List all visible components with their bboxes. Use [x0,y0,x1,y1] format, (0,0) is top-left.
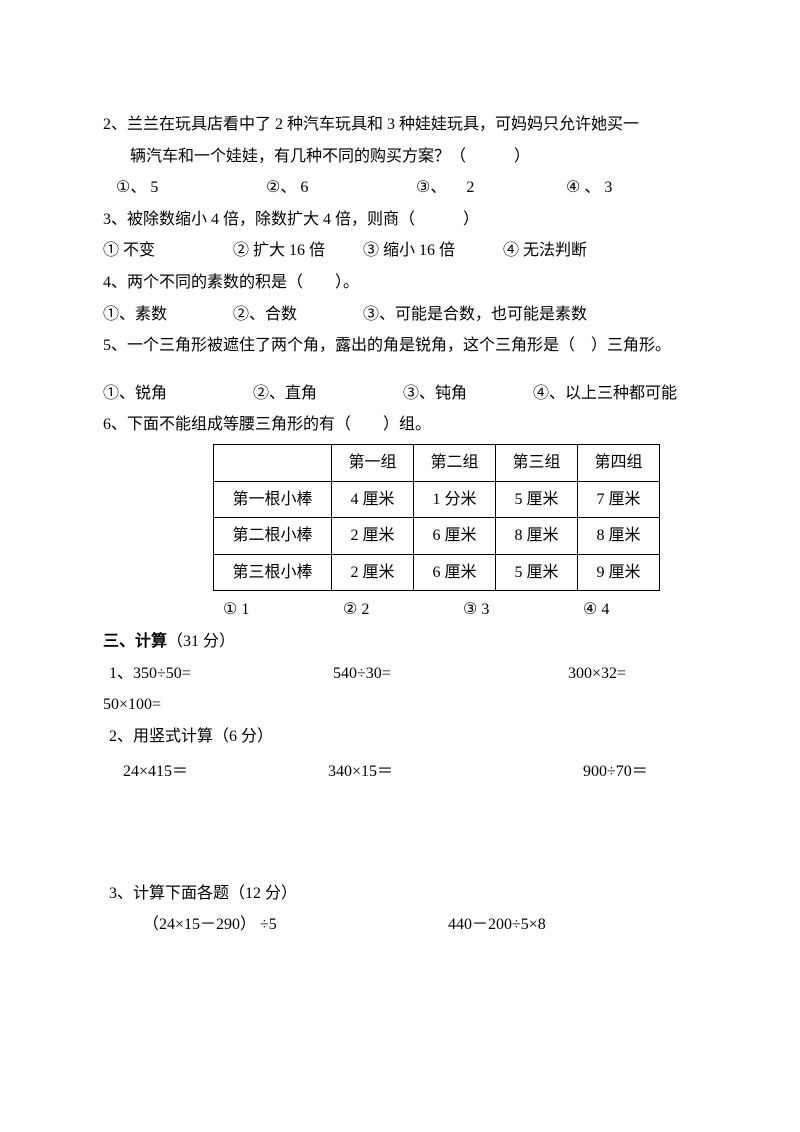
q3-text: 3、被除数缩小 4 倍，除数扩大 4 倍，则商（ ） [103,205,697,235]
q4-text: 4、两个不同的素数的积是（ ）。 [103,268,697,298]
table-header-0 [214,444,332,481]
q5-opt-3: ③、钝角 [403,379,533,409]
table-row: 第三根小棒 2 厘米 6 厘米 5 厘米 9 厘米 [214,554,660,591]
q5-options: ①、锐角 ②、直角 ③、钝角 ④、以上三种都可能 [103,379,697,409]
q6-options: ① 1 ② 2 ③ 3 ④ 4 [103,595,697,625]
table-cell: 6 厘米 [414,518,496,555]
table-header-2: 第二组 [414,444,496,481]
q4-opt-1: ①、素数 [103,300,233,330]
q2-opt-1: ①、 5 [116,173,266,203]
table-cell: 4 厘米 [332,481,414,518]
calc3-row: （24×15－290） ÷5 440－200÷5×8 [103,910,697,940]
section-3-title-bold: 三、计算 [103,633,167,650]
calc1-d: 50×100= [103,690,697,720]
table-cell: 第一根小棒 [214,481,332,518]
q3-options: ① 不变 ② 扩大 16 倍 ③ 缩小 16 倍 ④ 无法判断 [103,236,697,266]
q2-opt-2: ②、 6 [266,173,416,203]
table-cell: 7 厘米 [578,481,660,518]
table-row: 第一根小棒 4 厘米 1 分米 5 厘米 7 厘米 [214,481,660,518]
q5-opt-1: ①、锐角 [103,379,253,409]
q5-text: 5、一个三角形被遮住了两个角，露出的角是锐角，这个三角形是（ ）三角形。 [103,331,697,361]
calc2-a: 24×415＝ [103,757,328,787]
q6-opt-2: ② 2 [343,595,463,625]
q5-opt-2: ②、直角 [253,379,403,409]
calc2-b: 340×15＝ [328,757,583,787]
calc1-c: 300×32= [568,659,697,689]
table-cell: 5 厘米 [496,554,578,591]
q2-opt-3: ③、 2 [416,173,566,203]
table-cell: 1 分米 [414,481,496,518]
q6-text: 6、下面不能组成等腰三角形的有（ ）组。 [103,410,697,440]
q3-opt-3: ③ 缩小 16 倍 [363,236,503,266]
q6-opt-1: ① 1 [223,595,343,625]
calc1-b: 540÷30= [333,659,568,689]
table-cell: 8 厘米 [496,518,578,555]
table-cell: 6 厘米 [414,554,496,591]
q3-opt-1: ① 不变 [103,236,233,266]
spacer [103,363,697,377]
section-3-title: 三、计算（31 分） [103,627,697,657]
table-header-3: 第三组 [496,444,578,481]
table-header-row: 第一组 第二组 第三组 第四组 [214,444,660,481]
q4-opt-3: ③、可能是合数，也可能是素数 [363,300,697,330]
calc1-row1: 1、350÷50= 540÷30= 300×32= [103,659,697,689]
table-cell: 第二根小棒 [214,518,332,555]
table-cell: 2 厘米 [332,554,414,591]
spacer [103,789,697,879]
table-row: 第二根小棒 2 厘米 6 厘米 8 厘米 8 厘米 [214,518,660,555]
q4-opt-2: ②、合数 [233,300,363,330]
calc2-title: 2、用竖式计算（6 分） [103,722,697,752]
q2-options: ①、 5 ②、 6 ③、 2 ④ 、 3 [103,173,697,203]
q2-opt-4: ④ 、 3 [566,173,697,203]
table-header-1: 第一组 [332,444,414,481]
calc3-b: 440－200÷5×8 [448,910,697,940]
table-cell: 5 厘米 [496,481,578,518]
section-3-title-rest: （31 分） [167,633,235,650]
calc2-c: 900÷70＝ [583,757,697,787]
q3-opt-2: ② 扩大 16 倍 [233,236,363,266]
q5-opt-4: ④、以上三种都可能 [533,379,697,409]
calc2-row: 24×415＝ 340×15＝ 900÷70＝ [103,757,697,787]
table-cell: 8 厘米 [578,518,660,555]
q6-opt-3: ③ 3 [463,595,583,625]
q2-line1: 2、兰兰在玩具店看中了 2 种汽车玩具和 3 种娃娃玩具，可妈妈只允许她买一 [103,110,697,140]
table-header-4: 第四组 [578,444,660,481]
q6-opt-4: ④ 4 [583,595,697,625]
q4-options: ①、素数 ②、合数 ③、可能是合数，也可能是素数 [103,300,697,330]
table-cell: 第三根小棒 [214,554,332,591]
q3-opt-4: ④ 无法判断 [503,236,697,266]
table-cell: 9 厘米 [578,554,660,591]
calc1-a: 1、350÷50= [103,659,333,689]
q6-table: 第一组 第二组 第三组 第四组 第一根小棒 4 厘米 1 分米 5 厘米 7 厘… [213,444,660,591]
calc3-a: （24×15－290） ÷5 [103,910,448,940]
table-cell: 2 厘米 [332,518,414,555]
calc3-title: 3、计算下面各题（12 分） [103,879,697,909]
q2-line2: 辆汽车和一个娃娃，有几种不同的购买方案？（ ） [103,142,697,172]
